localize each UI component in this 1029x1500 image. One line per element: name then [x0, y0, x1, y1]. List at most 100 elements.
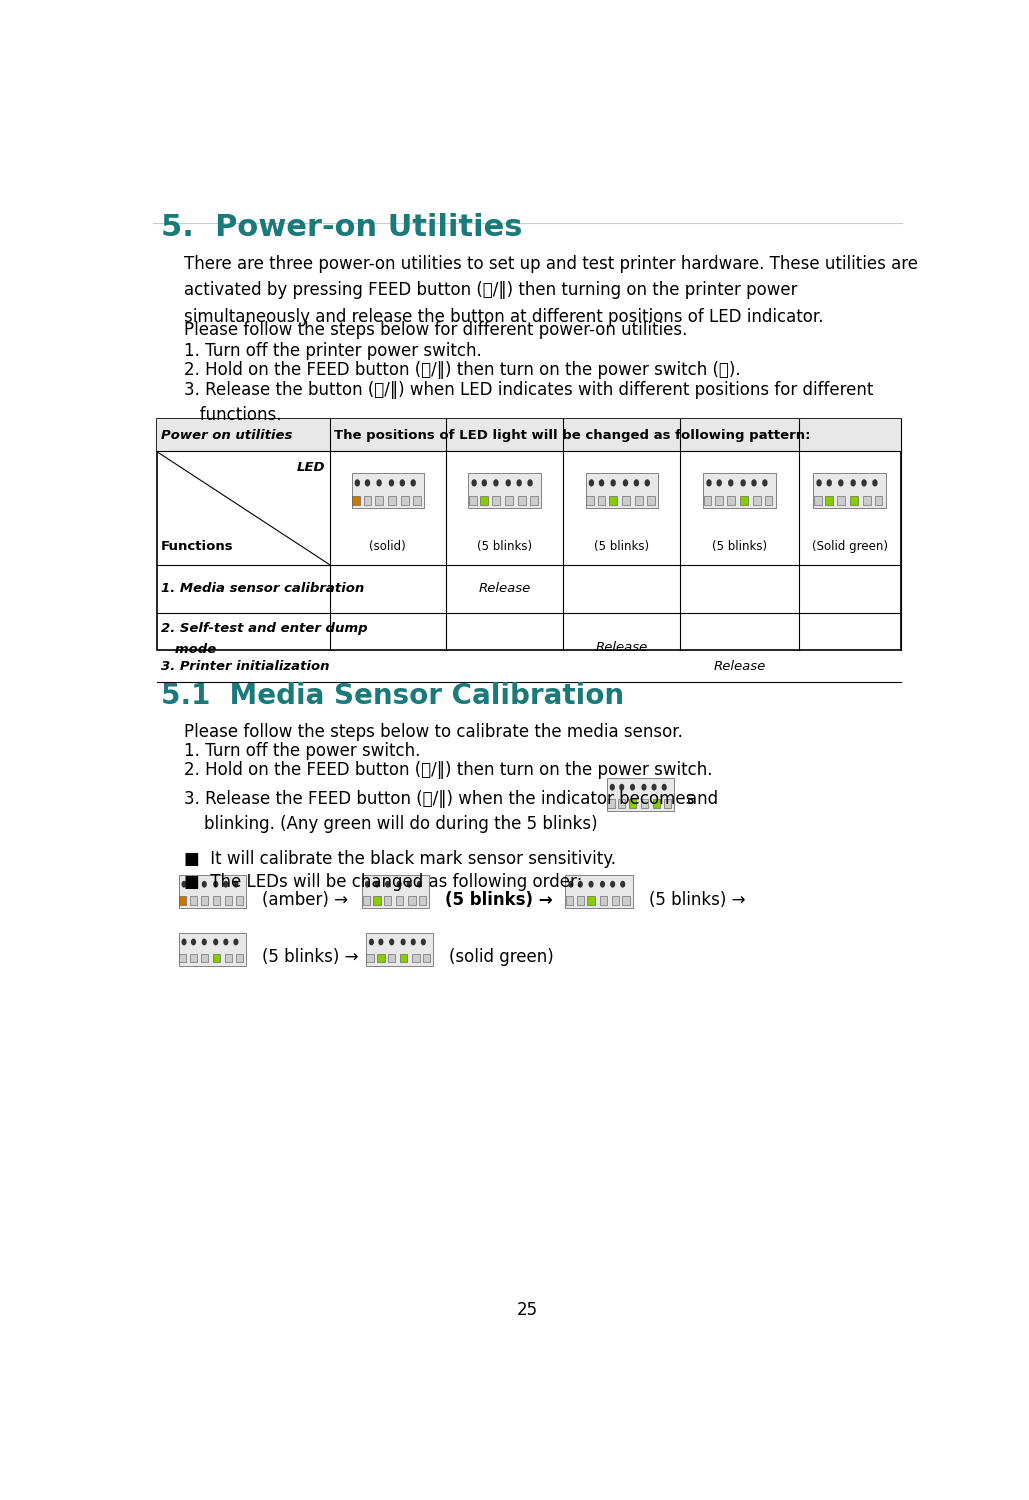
- Bar: [179, 874, 246, 908]
- Text: 1. Turn off the printer power switch.: 1. Turn off the printer power switch.: [184, 342, 483, 360]
- Circle shape: [600, 480, 604, 486]
- Circle shape: [182, 939, 186, 945]
- Circle shape: [401, 939, 405, 945]
- Text: Please follow the steps below to calibrate the media sensor.: Please follow the steps below to calibra…: [184, 723, 683, 741]
- Circle shape: [619, 784, 624, 790]
- Circle shape: [620, 882, 625, 886]
- Text: 5.  Power-on Utilities: 5. Power-on Utilities: [161, 213, 522, 243]
- Text: ■  The LEDs will be changed as following order:: ■ The LEDs will be changed as following …: [184, 873, 582, 891]
- Bar: [813, 472, 886, 508]
- Text: 5.1  Media Sensor Calibration: 5.1 Media Sensor Calibration: [161, 682, 624, 711]
- Circle shape: [224, 939, 227, 945]
- Text: 1. Turn off the power switch.: 1. Turn off the power switch.: [184, 742, 421, 760]
- Text: blinking. (Any green will do during the 5 blinks): blinking. (Any green will do during the …: [205, 816, 598, 834]
- Circle shape: [375, 882, 379, 886]
- Bar: [352, 496, 360, 506]
- Bar: [225, 954, 233, 963]
- Bar: [647, 496, 654, 506]
- Circle shape: [214, 882, 217, 886]
- Text: There are three power-on utilities to set up and test printer hardware. These ut: There are three power-on utilities to se…: [184, 255, 919, 326]
- Text: (5 blinks): (5 blinks): [595, 540, 649, 554]
- Bar: [611, 897, 618, 904]
- Circle shape: [518, 480, 521, 486]
- Bar: [190, 954, 198, 963]
- Circle shape: [483, 480, 487, 486]
- Bar: [703, 472, 776, 508]
- Circle shape: [407, 882, 412, 886]
- Text: (5 blinks) →: (5 blinks) →: [648, 891, 745, 909]
- Bar: [378, 954, 385, 963]
- Bar: [156, 419, 900, 452]
- Text: LED: LED: [297, 460, 325, 474]
- Bar: [362, 897, 369, 904]
- Bar: [352, 472, 424, 508]
- Circle shape: [631, 784, 635, 790]
- Bar: [586, 472, 659, 508]
- Text: 3. Printer initialization: 3. Printer initialization: [161, 660, 329, 674]
- Bar: [236, 954, 243, 963]
- Bar: [409, 897, 416, 904]
- Circle shape: [234, 882, 238, 886]
- Circle shape: [369, 939, 374, 945]
- Bar: [618, 800, 626, 807]
- Bar: [366, 933, 433, 966]
- Bar: [566, 897, 573, 904]
- Bar: [213, 954, 220, 963]
- Bar: [863, 496, 871, 506]
- Bar: [363, 496, 371, 506]
- Circle shape: [663, 784, 666, 790]
- Bar: [213, 897, 220, 904]
- Text: (5 blinks) →: (5 blinks) →: [446, 891, 553, 909]
- Bar: [635, 496, 643, 506]
- Text: Release: Release: [713, 660, 766, 674]
- Text: 1. Media sensor calibration: 1. Media sensor calibration: [161, 582, 364, 596]
- Bar: [388, 496, 396, 506]
- Circle shape: [590, 882, 593, 886]
- Bar: [566, 874, 633, 908]
- Circle shape: [472, 480, 476, 486]
- Bar: [519, 496, 526, 506]
- Circle shape: [752, 480, 756, 486]
- Circle shape: [412, 480, 416, 486]
- Bar: [587, 496, 594, 506]
- Bar: [190, 897, 198, 904]
- Bar: [765, 496, 773, 506]
- Circle shape: [234, 939, 238, 945]
- Circle shape: [851, 480, 855, 486]
- Bar: [576, 897, 583, 904]
- Circle shape: [400, 480, 404, 486]
- Bar: [236, 897, 243, 904]
- Bar: [179, 897, 186, 904]
- Bar: [156, 419, 900, 650]
- Text: Power on utilities: Power on utilities: [161, 429, 292, 442]
- Bar: [641, 800, 648, 807]
- Text: (5 blinks) →: (5 blinks) →: [261, 948, 358, 966]
- Bar: [423, 954, 430, 963]
- Circle shape: [191, 939, 196, 945]
- Circle shape: [624, 480, 628, 486]
- Bar: [384, 897, 391, 904]
- Bar: [623, 897, 630, 904]
- Circle shape: [762, 480, 767, 486]
- Bar: [374, 897, 381, 904]
- Circle shape: [611, 480, 615, 486]
- Bar: [837, 496, 845, 506]
- Text: and: and: [686, 790, 718, 808]
- Circle shape: [386, 882, 390, 886]
- Bar: [814, 496, 821, 506]
- Circle shape: [412, 939, 415, 945]
- Bar: [704, 496, 711, 506]
- Bar: [607, 800, 614, 807]
- Bar: [400, 954, 407, 963]
- Bar: [850, 496, 858, 506]
- Text: Release: Release: [478, 582, 531, 596]
- Circle shape: [717, 480, 721, 486]
- Text: (5 blinks): (5 blinks): [712, 540, 767, 554]
- Text: Please follow the steps below for different power-on utilities.: Please follow the steps below for differ…: [184, 321, 687, 339]
- Text: The positions of LED light will be changed as following pattern:: The positions of LED light will be chang…: [333, 429, 810, 442]
- Text: 2. Self-test and enter dump
   mode: 2. Self-test and enter dump mode: [161, 622, 367, 657]
- Circle shape: [224, 882, 227, 886]
- Circle shape: [379, 939, 383, 945]
- Bar: [740, 496, 748, 506]
- Text: ■  It will calibrate the black mark sensor sensitivity.: ■ It will calibrate the black mark senso…: [184, 850, 616, 868]
